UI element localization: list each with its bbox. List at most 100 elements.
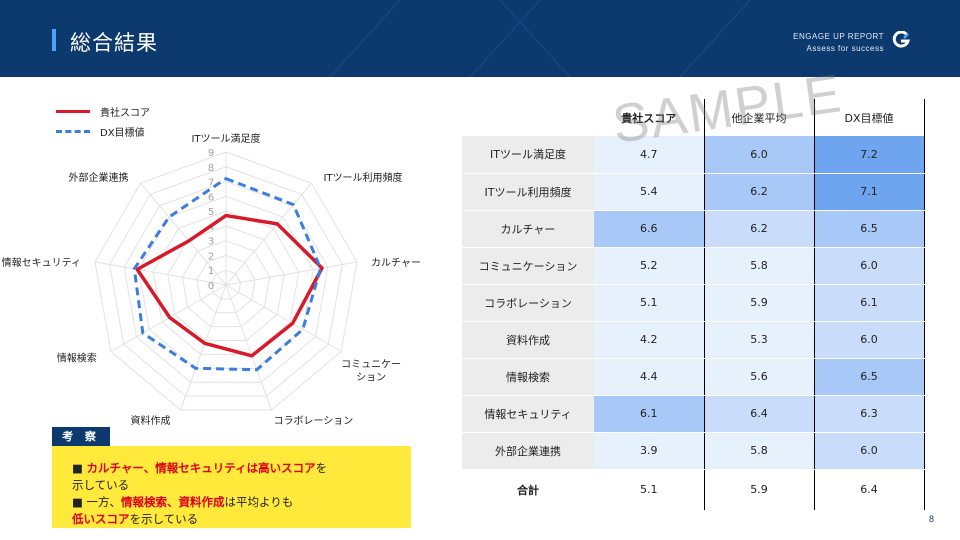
score-cell: 6.0 <box>704 136 815 174</box>
radar-axis-label: コラボレーション <box>273 415 353 427</box>
table-row: コラボレーション 5.1 5.9 6.1 <box>462 284 925 322</box>
table-corner <box>462 99 594 136</box>
score-cell: 4.7 <box>594 136 705 174</box>
radar-tick-label: 8 <box>208 163 214 174</box>
radar-spoke <box>225 261 358 286</box>
note-tag: 考 察 <box>52 427 110 447</box>
legend-label: 貴社スコア <box>100 107 150 119</box>
score-cell: 6.5 <box>814 210 925 248</box>
score-cell: 5.3 <box>704 321 815 359</box>
legend-label: DX目標値 <box>100 127 145 139</box>
axis-label-line: ITツール満足度 <box>191 132 260 145</box>
score-cell: 5.9 <box>704 284 815 322</box>
axis-label-line: 情報検索 <box>57 352 97 365</box>
axis-label-line: カルチャー <box>371 257 421 269</box>
table-row: カルチャー 6.6 6.2 6.5 <box>462 210 925 248</box>
row-label: 資料作成 <box>462 321 594 359</box>
score-cell: 5.8 <box>704 247 815 285</box>
column-header-average: 他企業平均 <box>704 99 815 136</box>
row-label: ITツール利用頻度 <box>462 173 594 211</box>
score-cell: 3.9 <box>594 432 705 470</box>
radar-spoke <box>180 284 227 411</box>
score-cell: 6.0 <box>814 247 925 285</box>
radar-grid-ring <box>109 166 343 397</box>
radar-axis-label: ITツール利用頻度 <box>323 171 402 184</box>
legend-item-dx-target: DX目標値 <box>56 121 150 141</box>
radar-axis-label: コミュニケーション <box>341 359 401 384</box>
axis-label-line: ション <box>356 373 386 384</box>
row-label: 外部企業連携 <box>462 432 594 470</box>
column-header-dx-target: DX目標値 <box>814 99 925 136</box>
radar-axis-label: カルチャー <box>371 257 421 269</box>
radar-axis-label: ITツール満足度 <box>191 132 260 145</box>
note-line: 示している <box>72 478 130 492</box>
note-highlight: 低いスコア <box>72 512 130 526</box>
header-decoration <box>329 0 751 77</box>
radar-grid-ring <box>94 151 358 411</box>
axis-label-line: ITツール利用頻度 <box>323 171 402 184</box>
column-header-company: 貴社スコア <box>594 99 705 136</box>
table-header-row: 貴社スコア 他企業平均 DX目標値 <box>462 99 925 136</box>
table-row: 情報セキュリティ 6.1 6.4 6.3 <box>462 395 925 433</box>
brand-logo-icon <box>892 31 910 48</box>
title-accent-bar <box>52 29 56 51</box>
score-cell: 6.2 <box>704 173 815 211</box>
axis-label-line: 資料作成 <box>131 414 171 427</box>
note-text: ■ 一方、 <box>72 495 122 509</box>
score-cell: 6.4 <box>704 395 815 433</box>
table-row: コミュニケーション 5.2 5.8 6.0 <box>462 247 925 285</box>
score-cell: 7.2 <box>814 136 925 174</box>
score-cell: 5.4 <box>594 173 705 211</box>
radar-tick-label: 0 <box>208 281 214 292</box>
radar-axis-label: 資料作成 <box>131 414 171 427</box>
report-brand: ENGAGE UP REPORT Assess for success <box>793 31 884 55</box>
radar-grid-ring <box>123 181 329 383</box>
page-title: 総合結果 <box>70 31 158 55</box>
score-table: 貴社スコア 他企業平均 DX目標値 ITツール満足度 4.7 6.0 7.2 ITツール… <box>462 99 925 510</box>
row-label: コラボレーション <box>462 284 594 322</box>
radar-axis-label: 情報検索 <box>57 352 97 365</box>
axis-label-line: コラボレーション <box>273 415 353 427</box>
score-cell: 6.2 <box>704 210 815 248</box>
row-label: ITツール満足度 <box>462 136 594 174</box>
radar-tick-label: 6 <box>208 192 214 203</box>
note-highlight: カルチャー、情報セキュリティは高いスコア <box>86 461 316 475</box>
series-line-company <box>135 213 324 358</box>
radar-tick-label: 5 <box>208 207 214 218</box>
bullet-icon: ■ <box>72 461 87 475</box>
score-cell: 5.2 <box>594 247 705 285</box>
radar-grid-ring <box>210 269 242 300</box>
score-cell: 5.6 <box>704 358 815 396</box>
radar-tick-label: 7 <box>208 178 214 189</box>
row-label: コミュニケーション <box>462 247 594 285</box>
score-cell: 6.0 <box>814 432 925 470</box>
radar-tick-label: 2 <box>208 251 214 262</box>
row-label: 情報セキュリティ <box>462 395 594 433</box>
radar-spoke <box>94 261 227 286</box>
radar-chart: 0123456789ITツール満足度ITツール利用頻度カルチャーコミュニケーショ… <box>2 132 421 427</box>
score-cell: 5.8 <box>704 432 815 470</box>
note-line: 低いスコアを示している <box>72 511 391 528</box>
radar-spoke <box>225 284 342 352</box>
table-row: 外部企業連携 3.9 5.8 6.0 <box>462 432 925 470</box>
row-label: 情報検索 <box>462 358 594 396</box>
table-row: ITツール利用頻度 5.4 6.2 7.1 <box>462 173 925 211</box>
radar-grid-ring <box>196 254 256 314</box>
report-tagline: Assess for success <box>806 44 884 53</box>
axis-label-line: 外部企業連携 <box>69 171 129 184</box>
total-row: 合計 5.1 5.9 6.4 <box>462 469 925 510</box>
radar-tick-label: 1 <box>208 266 214 277</box>
table-row: ITツール満足度 4.7 6.0 7.2 <box>462 136 925 174</box>
total-cell: 5.9 <box>704 469 815 510</box>
note-text: は平均よりも <box>224 495 294 509</box>
header-bar: 総合結果 ENGAGE UP REPORT Assess for success <box>0 0 960 77</box>
radar-grid-ring <box>181 240 271 328</box>
score-cell: 4.4 <box>594 358 705 396</box>
score-cell: 6.0 <box>814 321 925 359</box>
note-text: を <box>315 461 328 475</box>
radar-tick-label: 3 <box>208 237 214 248</box>
score-cell: 6.3 <box>814 395 925 433</box>
series-line-dx-target <box>132 177 323 372</box>
radar-tick-label: 9 <box>208 148 214 159</box>
legend-solid-line-icon <box>56 109 90 113</box>
